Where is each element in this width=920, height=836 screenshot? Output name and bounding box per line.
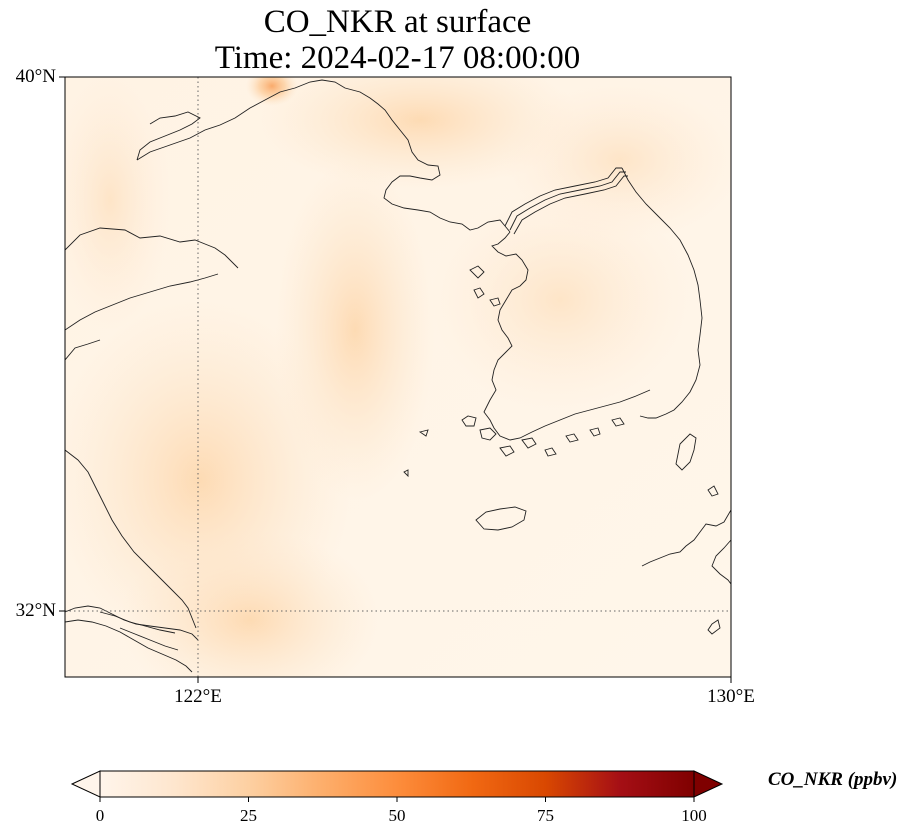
colorbar bbox=[70, 770, 724, 802]
colorbar-tick-0: 0 bbox=[95, 806, 105, 825]
colorbar-tick-75: 75 bbox=[537, 806, 554, 825]
colorbar-gradient bbox=[99, 770, 695, 798]
figure-title-line1: CO_NKR at surface bbox=[263, 4, 532, 40]
lon-label-130E: 130°E bbox=[707, 686, 755, 707]
lat-label-40N: 40°N bbox=[15, 66, 56, 87]
colorbar-tick-50: 50 bbox=[388, 806, 406, 825]
figure-title-line2: Time: 2024-02-17 08:00:00 bbox=[214, 40, 581, 76]
jeju-island bbox=[475, 506, 527, 531]
map-frame bbox=[64, 76, 732, 678]
axis-ticks bbox=[59, 76, 732, 683]
colorbar-tick-25: 25 bbox=[240, 806, 257, 825]
colorbar-under-arrow bbox=[70, 770, 101, 798]
gridlines bbox=[65, 77, 731, 677]
colorbar-label: CO_NKR (ppbv) bbox=[768, 769, 898, 790]
co-hotspot bbox=[246, 77, 298, 106]
colorbar-tick-100: 100 bbox=[681, 806, 707, 825]
lon-label-122E: 122°E bbox=[174, 686, 222, 707]
coastlines bbox=[65, 79, 731, 673]
colorbar-over-arrow bbox=[693, 770, 724, 798]
concentration-field bbox=[65, 77, 731, 677]
lat-label-32N: 32°N bbox=[15, 600, 56, 621]
